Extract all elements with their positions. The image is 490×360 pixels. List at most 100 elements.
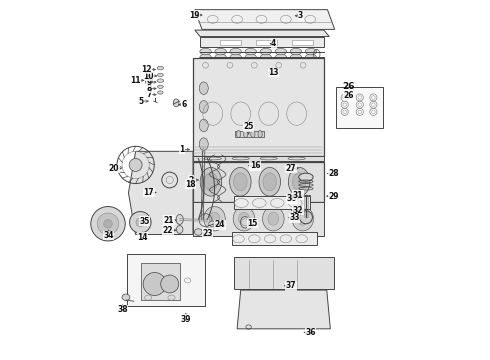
Circle shape	[91, 207, 125, 241]
Text: 27: 27	[286, 164, 296, 173]
Text: 21: 21	[164, 216, 174, 225]
Text: 8: 8	[146, 84, 151, 93]
Ellipse shape	[245, 54, 256, 60]
Text: 2: 2	[189, 176, 194, 185]
Ellipse shape	[230, 48, 242, 55]
Ellipse shape	[122, 294, 130, 301]
Text: 26: 26	[344, 91, 354, 100]
Ellipse shape	[204, 173, 218, 191]
Polygon shape	[234, 257, 334, 289]
Circle shape	[161, 275, 179, 293]
Circle shape	[143, 273, 166, 296]
Ellipse shape	[157, 66, 164, 70]
Ellipse shape	[176, 226, 183, 233]
Text: 38: 38	[117, 305, 128, 314]
Polygon shape	[195, 10, 335, 30]
Ellipse shape	[236, 131, 241, 138]
Ellipse shape	[230, 54, 242, 60]
Ellipse shape	[241, 217, 249, 228]
Ellipse shape	[290, 54, 302, 60]
Text: 37: 37	[286, 281, 296, 290]
Ellipse shape	[268, 212, 279, 225]
Ellipse shape	[260, 48, 271, 55]
Text: 16: 16	[250, 161, 260, 170]
Text: 30: 30	[286, 194, 297, 203]
Text: 9: 9	[147, 78, 151, 87]
Bar	[256, 40, 277, 45]
Ellipse shape	[297, 212, 308, 225]
Ellipse shape	[258, 131, 262, 138]
Ellipse shape	[199, 138, 208, 150]
Ellipse shape	[299, 173, 313, 181]
Text: 24: 24	[215, 220, 225, 229]
Text: 34: 34	[103, 231, 114, 240]
Text: 7: 7	[146, 90, 151, 99]
Ellipse shape	[215, 48, 226, 55]
Text: 18: 18	[185, 180, 196, 189]
Text: 1: 1	[180, 145, 185, 154]
Text: 13: 13	[269, 68, 279, 77]
Text: 32: 32	[293, 206, 303, 215]
Text: 31: 31	[293, 190, 303, 199]
Text: 15: 15	[247, 219, 257, 228]
Ellipse shape	[233, 207, 255, 231]
Ellipse shape	[199, 119, 208, 132]
Circle shape	[299, 211, 313, 224]
Ellipse shape	[215, 54, 226, 60]
Text: 17: 17	[144, 188, 154, 197]
Ellipse shape	[244, 131, 248, 138]
Polygon shape	[128, 151, 193, 234]
Ellipse shape	[146, 75, 152, 85]
Ellipse shape	[204, 207, 225, 231]
Polygon shape	[232, 232, 317, 245]
Ellipse shape	[230, 167, 251, 196]
Ellipse shape	[200, 48, 211, 55]
Ellipse shape	[305, 48, 317, 55]
Text: 36: 36	[305, 328, 316, 337]
Circle shape	[97, 213, 119, 234]
Polygon shape	[200, 37, 324, 47]
Ellipse shape	[157, 85, 163, 88]
Ellipse shape	[305, 54, 317, 60]
Ellipse shape	[234, 173, 247, 191]
Circle shape	[104, 220, 112, 228]
Text: 22: 22	[163, 226, 173, 235]
Polygon shape	[195, 30, 329, 37]
Circle shape	[136, 218, 145, 226]
Text: 33: 33	[289, 213, 300, 222]
Ellipse shape	[157, 79, 164, 82]
Ellipse shape	[251, 131, 255, 138]
Text: 29: 29	[329, 192, 339, 201]
Text: 6: 6	[181, 100, 187, 109]
Ellipse shape	[209, 221, 215, 226]
Ellipse shape	[158, 91, 163, 94]
Circle shape	[129, 212, 151, 233]
Text: 39: 39	[181, 315, 191, 324]
Ellipse shape	[263, 207, 284, 231]
Bar	[292, 40, 313, 45]
Polygon shape	[193, 162, 324, 202]
Ellipse shape	[199, 82, 208, 94]
Polygon shape	[235, 131, 264, 137]
Ellipse shape	[195, 229, 202, 235]
Ellipse shape	[275, 54, 287, 60]
Text: 5: 5	[139, 96, 144, 105]
Ellipse shape	[260, 54, 271, 60]
Ellipse shape	[199, 100, 208, 113]
Text: 20: 20	[109, 164, 120, 173]
Ellipse shape	[200, 167, 221, 196]
Ellipse shape	[289, 167, 310, 196]
Ellipse shape	[275, 48, 287, 55]
Polygon shape	[193, 58, 324, 156]
Ellipse shape	[290, 48, 302, 55]
Bar	[337, 87, 383, 128]
Text: 12: 12	[141, 65, 151, 74]
Text: 14: 14	[138, 233, 148, 242]
Polygon shape	[141, 263, 180, 300]
Ellipse shape	[173, 99, 179, 107]
Ellipse shape	[176, 215, 183, 225]
Text: 11: 11	[130, 76, 141, 85]
Text: 3: 3	[298, 11, 303, 20]
Polygon shape	[234, 196, 310, 210]
Polygon shape	[193, 202, 324, 235]
